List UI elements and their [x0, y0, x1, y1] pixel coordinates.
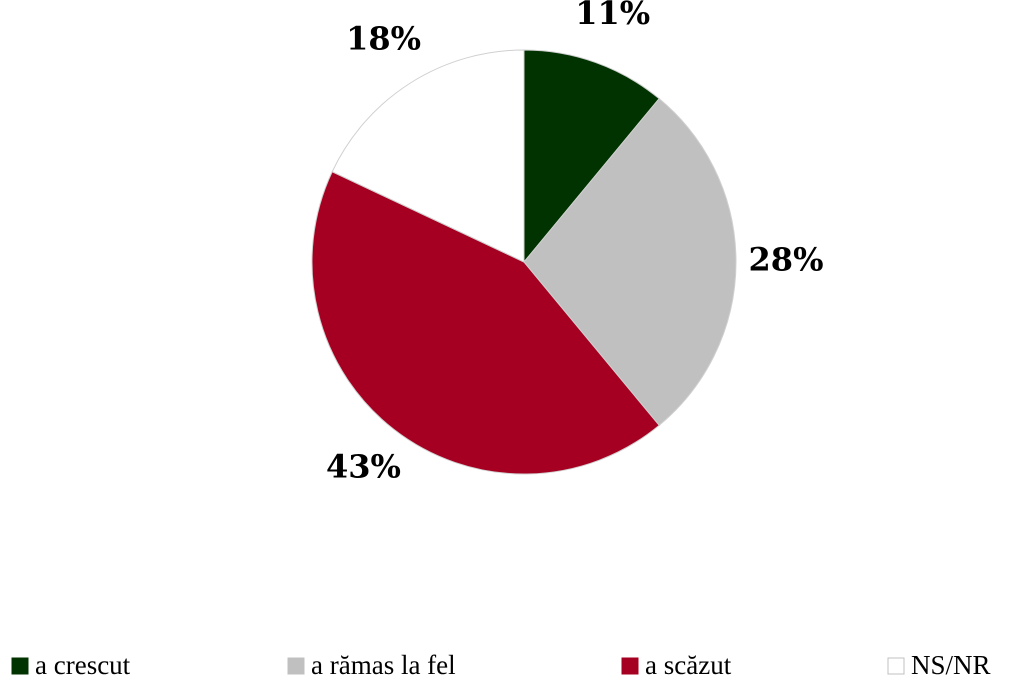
legend-swatch	[11, 657, 29, 675]
legend-swatch	[287, 657, 305, 675]
legend-label: a rămas la fel	[311, 650, 456, 680]
data-label: 18%	[346, 19, 421, 57]
pie-slice	[523, 49, 660, 264]
data-label: 43%	[326, 448, 401, 486]
legend-label: a crescut	[35, 650, 131, 680]
pie-slice	[311, 171, 660, 475]
legend-swatch	[621, 657, 639, 675]
legend-label: a scăzut	[645, 650, 732, 680]
pie-slice	[523, 97, 737, 427]
legend-swatch	[887, 657, 905, 675]
legend-label: NS/NR	[911, 650, 991, 680]
data-label: 11%	[575, 0, 650, 32]
pie-slice	[331, 49, 525, 263]
data-label: 28%	[749, 241, 824, 279]
